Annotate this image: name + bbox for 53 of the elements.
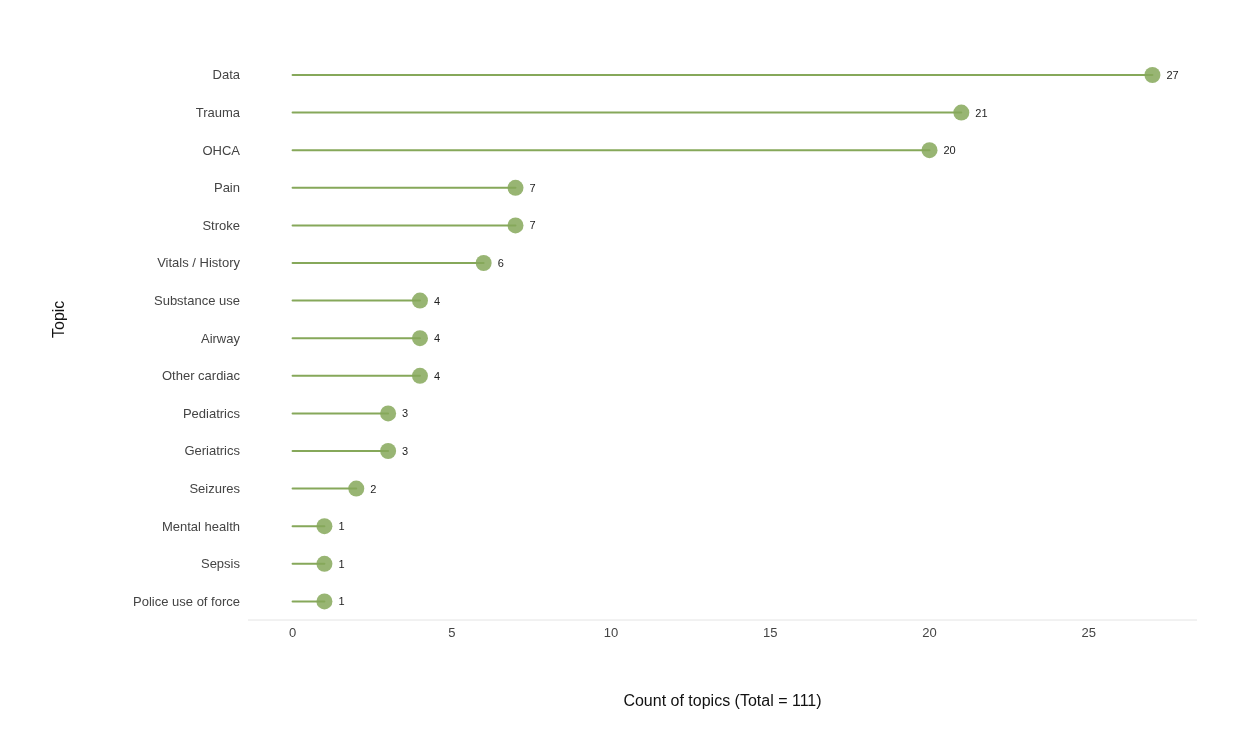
x-tick-label: 5 bbox=[448, 625, 456, 641]
y-tick-label: Seizures bbox=[189, 481, 241, 497]
data-label: 7 bbox=[529, 219, 536, 232]
point bbox=[507, 217, 524, 234]
point bbox=[380, 443, 397, 459]
data-label: 4 bbox=[433, 294, 441, 307]
data-label: 21 bbox=[975, 106, 988, 119]
y-tick-label: Police use of force bbox=[133, 593, 240, 609]
y-tick-label: Mental health bbox=[161, 518, 240, 534]
point bbox=[316, 555, 333, 572]
data-label: 4 bbox=[433, 332, 441, 345]
x-axis-title: Count of topics (Total = 111) bbox=[623, 692, 822, 709]
y-tick-label: Airway bbox=[200, 330, 241, 346]
y-axis-title: Topic bbox=[49, 300, 67, 338]
y-tick-label: OHCA bbox=[202, 142, 241, 158]
point bbox=[921, 142, 938, 159]
x-tick-label: 15 bbox=[763, 625, 778, 641]
data-label: 27 bbox=[1166, 68, 1179, 81]
y-tick-label: Geriatrics bbox=[184, 443, 241, 459]
data-label: 1 bbox=[338, 595, 345, 608]
y-tick-label: Substance use bbox=[153, 293, 240, 309]
x-tick-label: 10 bbox=[603, 625, 619, 641]
data-label: 1 bbox=[338, 520, 345, 533]
y-tick-label: Trauma bbox=[195, 105, 241, 121]
point bbox=[348, 480, 365, 497]
y-tick-label: Sepsis bbox=[200, 556, 241, 572]
y-tick-label: Stroke bbox=[202, 217, 240, 233]
x-tick-label: 25 bbox=[1081, 625, 1096, 641]
y-tick-label: Pediatrics bbox=[182, 405, 241, 421]
data-label: 2 bbox=[370, 482, 377, 495]
point bbox=[507, 179, 524, 196]
y-tick-label: Pain bbox=[213, 180, 240, 196]
y-tick-label: Vitals / History bbox=[157, 255, 241, 271]
point bbox=[380, 405, 397, 422]
data-label: 3 bbox=[402, 444, 409, 457]
point bbox=[411, 330, 428, 347]
x-tick-label: 0 bbox=[288, 625, 297, 641]
data-label: 20 bbox=[943, 144, 956, 157]
data-label: 3 bbox=[402, 407, 409, 420]
y-tick-label: Data bbox=[212, 67, 241, 83]
y-tick-label: Other cardiac bbox=[161, 368, 241, 384]
point bbox=[1144, 67, 1161, 83]
data-label: 1 bbox=[338, 557, 345, 570]
point bbox=[411, 367, 428, 384]
point bbox=[953, 104, 970, 121]
data-label: 7 bbox=[529, 181, 536, 194]
point bbox=[475, 255, 492, 271]
data-label: 6 bbox=[497, 256, 504, 269]
data-label: 4 bbox=[433, 369, 441, 382]
point bbox=[411, 292, 428, 309]
point bbox=[316, 518, 333, 535]
x-tick-label: 20 bbox=[922, 625, 937, 641]
point bbox=[316, 593, 333, 610]
